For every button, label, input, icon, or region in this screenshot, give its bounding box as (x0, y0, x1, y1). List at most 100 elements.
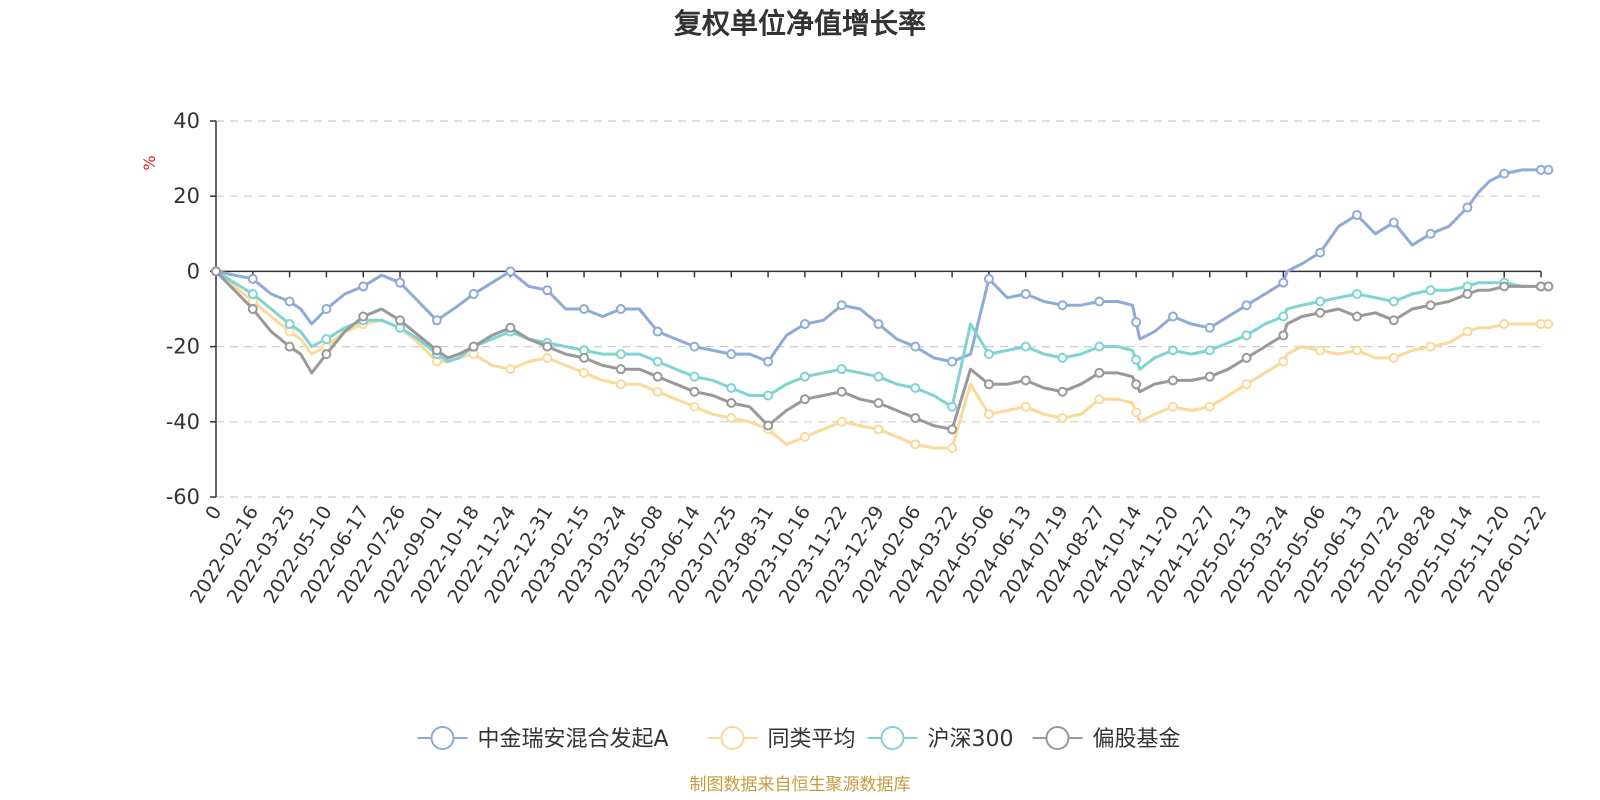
series-point (1351, 311, 1362, 322)
series-point (542, 352, 553, 363)
series-point (505, 364, 516, 375)
series-point (1020, 341, 1031, 352)
legend-label: 沪深300 (928, 727, 1014, 752)
series-point (1204, 401, 1215, 412)
series-point (1462, 202, 1473, 213)
series-point (615, 304, 626, 314)
series-group (211, 266, 1554, 454)
series-point (726, 398, 737, 408)
series-point (1315, 345, 1326, 356)
series-point (468, 288, 479, 299)
series-point (652, 326, 663, 337)
series-point (983, 379, 994, 390)
y-axis-unit-label: % (140, 155, 159, 170)
series-point (873, 398, 884, 408)
series-point (836, 300, 847, 311)
series-point (983, 349, 994, 360)
series-point (947, 443, 958, 454)
series-point (689, 341, 700, 352)
series-point (1499, 281, 1510, 292)
series-point (763, 356, 774, 367)
series-point (579, 304, 590, 314)
series-point (1425, 341, 1436, 352)
series-point (1241, 300, 1252, 311)
series-point (1278, 356, 1289, 367)
series-point (321, 349, 332, 360)
series-point (1278, 277, 1289, 288)
series-point (726, 382, 737, 393)
series-point (652, 356, 663, 367)
series-point (1543, 281, 1554, 292)
series-point (1499, 319, 1510, 330)
legend-item: 同类平均 (707, 726, 856, 752)
series-point (1543, 164, 1554, 175)
series-point (395, 315, 406, 326)
series-point (1020, 288, 1031, 299)
series-point (1388, 296, 1399, 307)
series-point (1094, 296, 1105, 307)
series-point (873, 371, 884, 382)
series-line (215, 270, 1549, 409)
series-point (1315, 307, 1326, 318)
series-point (358, 281, 369, 292)
series-point (873, 424, 884, 435)
legend-swatch-marker (430, 726, 455, 750)
series-point (1351, 288, 1362, 299)
series-point (1094, 394, 1105, 405)
axis-layer: 40200-20-40-6002022-02-162022-03-252022-… (166, 109, 1552, 607)
y-tick-label: -40 (166, 410, 200, 434)
series-point (763, 420, 774, 431)
series-point (1131, 379, 1142, 390)
series-point (1020, 375, 1031, 386)
series-point (910, 341, 921, 352)
series-point (1425, 300, 1436, 311)
legend-item: 沪深300 (867, 726, 1014, 752)
series-point (284, 341, 295, 352)
series-point (947, 401, 958, 412)
series-point (284, 319, 295, 330)
series-point (689, 371, 700, 382)
series-point (1388, 315, 1399, 326)
series-point (431, 345, 442, 356)
series-point (910, 439, 921, 450)
series-point (358, 311, 369, 322)
series-point (579, 367, 590, 378)
series-point (1351, 345, 1362, 356)
source-note: 制图数据来自恒生聚源数据库 (690, 775, 911, 795)
series-point (1131, 354, 1142, 365)
series-point (763, 390, 774, 401)
legend-swatch-marker (880, 726, 905, 750)
series-point (1543, 319, 1554, 330)
legend: 中金瑞安混合发起A 同类平均 沪深300 偏股基金 (417, 726, 1181, 752)
series-point (542, 341, 553, 352)
series-point (1351, 210, 1362, 220)
series-point (910, 413, 921, 424)
legend-swatch-marker (1045, 726, 1070, 750)
series-point (1204, 371, 1215, 382)
series-point (1278, 311, 1289, 322)
series-point (1167, 311, 1178, 322)
series-point (652, 371, 663, 382)
series-point (1057, 413, 1068, 424)
series-point (1204, 345, 1215, 356)
grid-layer (216, 120, 1541, 498)
series-point (284, 296, 295, 307)
series-point (1241, 352, 1252, 363)
series-group (211, 164, 1554, 367)
legend-label: 中金瑞安混合发起A (478, 727, 669, 752)
series-point (726, 349, 737, 360)
series-point (615, 349, 626, 360)
series-point (836, 364, 847, 375)
series-point (1167, 401, 1178, 412)
series-point (505, 322, 516, 333)
series-point (1131, 317, 1142, 328)
series-point (836, 386, 847, 397)
series-point (579, 352, 590, 363)
series-point (431, 315, 442, 326)
series-point (247, 273, 258, 284)
series-point (1020, 401, 1031, 412)
series-point (799, 371, 810, 382)
series-point (542, 285, 553, 296)
series-point (1241, 379, 1252, 390)
